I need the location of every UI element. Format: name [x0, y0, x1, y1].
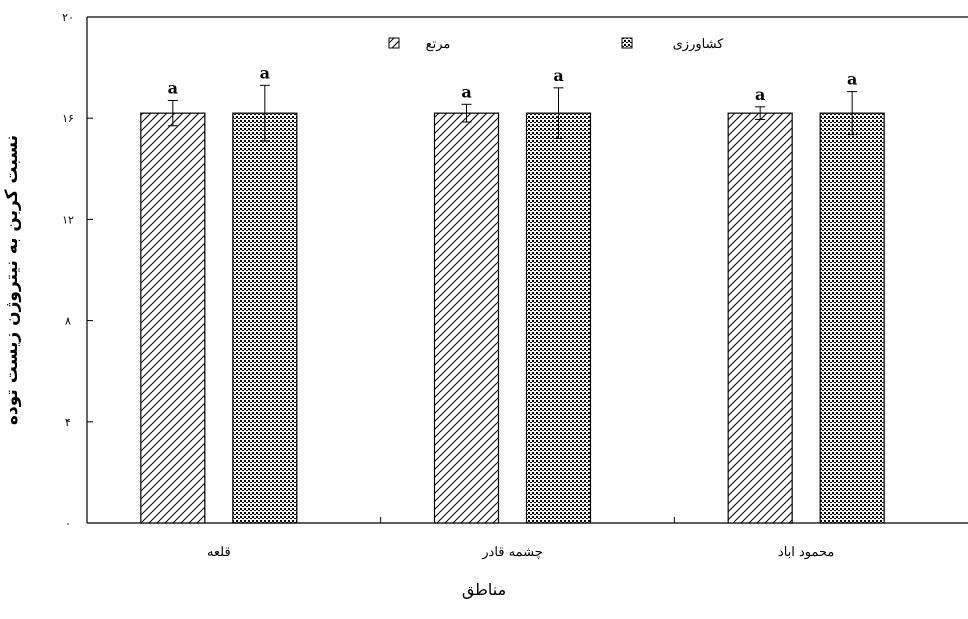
x-axis-label: مناطق [461, 580, 507, 599]
x-tick-label: محمود اباد [778, 545, 835, 560]
legend-swatch [621, 37, 633, 49]
bar [727, 112, 793, 524]
y-tick-label: ۲۰ [62, 11, 74, 24]
significance-label: a [260, 63, 270, 82]
x-tick-label: چشمه قادر [481, 545, 543, 560]
y-tick-label: ۸ [65, 315, 71, 328]
y-tick-label: ۴ [65, 416, 71, 429]
legend-label: کشاورزی [673, 37, 725, 52]
y-axis-label: نسبت کربن به نیتروژن زیست توده [2, 135, 22, 426]
x-tick-label: قلعه [207, 545, 231, 560]
legend-swatch [388, 37, 400, 49]
significance-label: a [168, 78, 178, 97]
legend-label: مرتع [426, 37, 451, 52]
significance-label: a [847, 70, 857, 89]
y-tick-label: ۱۶ [62, 112, 74, 125]
bar [525, 112, 592, 524]
bar [433, 112, 500, 524]
bar [140, 112, 206, 524]
significance-label: a [461, 82, 471, 101]
significance-label: a [553, 66, 563, 85]
bar [232, 112, 298, 524]
y-tick-label: ۰ [65, 517, 71, 530]
y-tick-label: ۱۲ [62, 213, 74, 226]
significance-label: a [755, 85, 765, 104]
bar [819, 112, 885, 524]
